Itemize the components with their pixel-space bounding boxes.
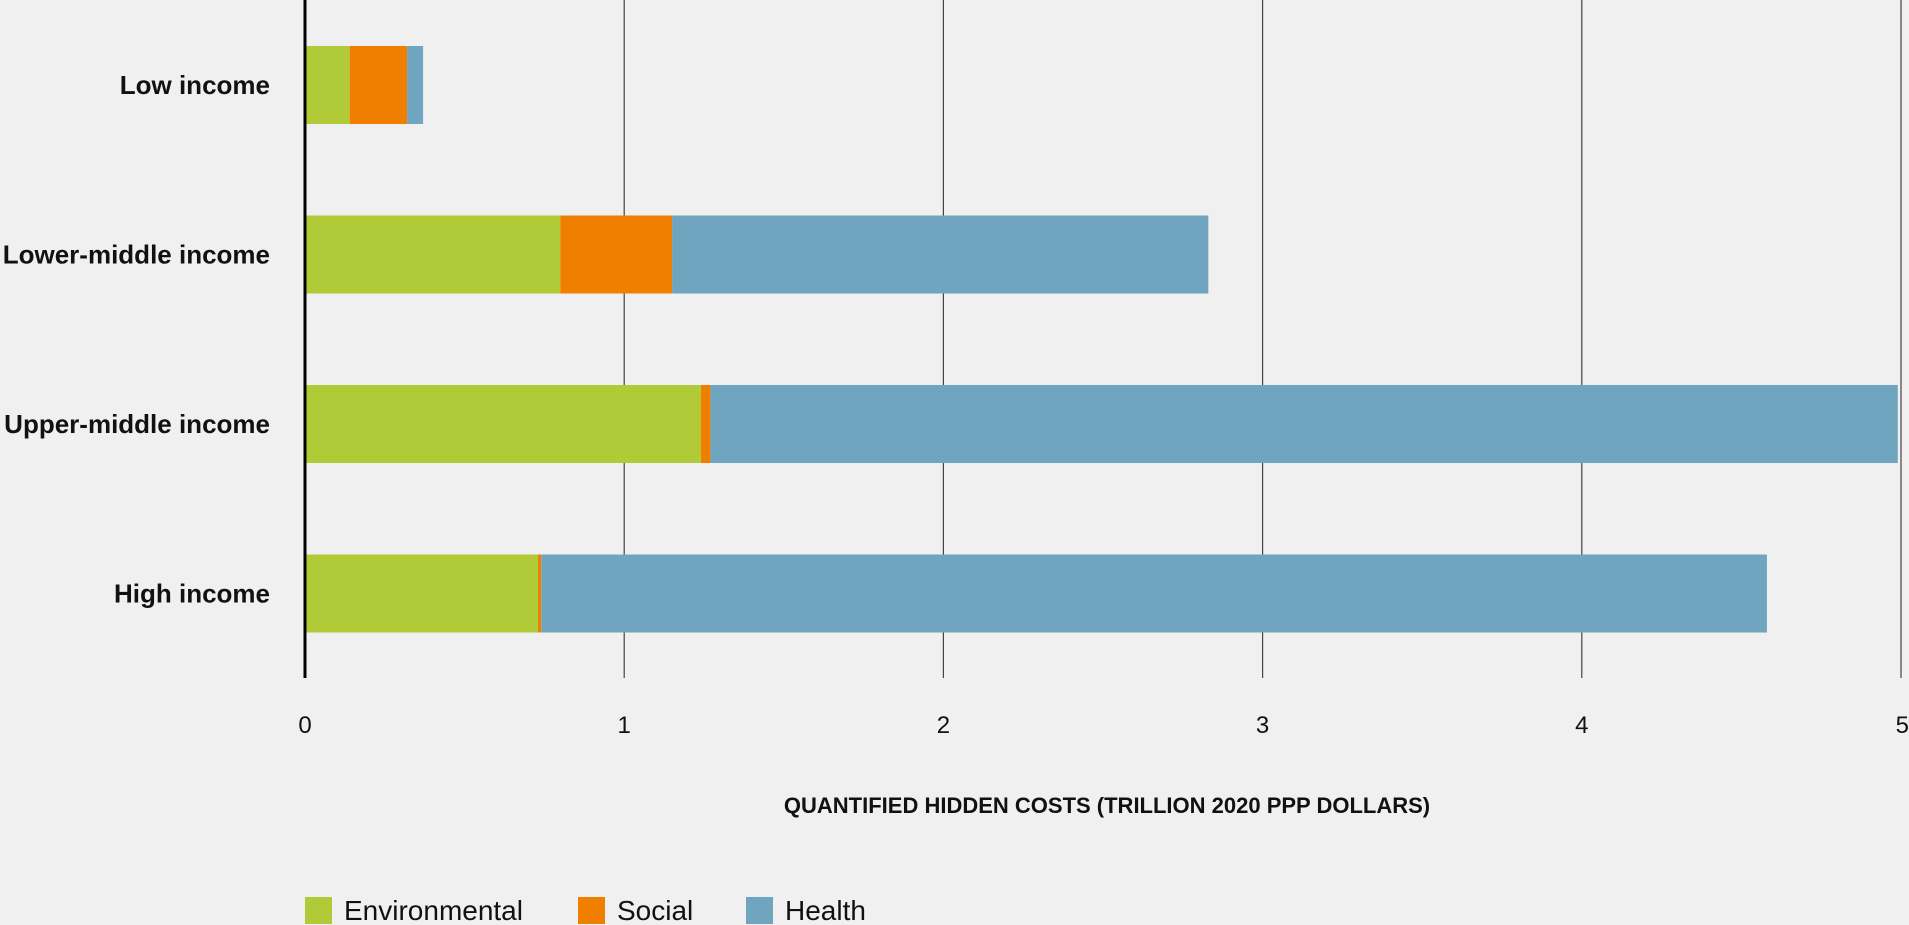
x-tick-label: 5 xyxy=(1896,712,1909,739)
x-tick-label: 2 xyxy=(937,712,950,739)
legend-label-environmental: Environmental xyxy=(344,895,523,925)
bar-social-1 xyxy=(560,215,673,294)
bars xyxy=(305,46,1898,633)
legend-label-social: Social xyxy=(617,895,693,925)
x-tick-label: 3 xyxy=(1256,712,1269,739)
bar-environmental-3 xyxy=(305,554,539,633)
legend: Environmental Social Health xyxy=(305,895,866,925)
bar-environmental-2 xyxy=(305,385,701,463)
bar-health-1 xyxy=(672,215,1209,294)
bar-health-3 xyxy=(541,554,1767,633)
x-tick-labels: 0 1 2 3 4 5 xyxy=(298,712,1909,739)
category-labels: Low income Lower-middle income Upper-middl… xyxy=(3,70,270,609)
legend-label-health: Health xyxy=(785,895,866,925)
category-label: Lower-middle income xyxy=(3,240,270,270)
category-label: Upper-middle income xyxy=(4,409,270,439)
x-tick-label: 4 xyxy=(1575,712,1588,739)
bar-health-0 xyxy=(407,46,424,124)
category-label: Low income xyxy=(120,70,270,100)
bar-social-3 xyxy=(538,554,542,633)
x-tick-label: 0 xyxy=(298,712,311,739)
x-tick-label: 1 xyxy=(618,712,631,739)
legend-swatch-social xyxy=(578,897,605,924)
bar-environmental-0 xyxy=(305,46,350,124)
category-label: High income xyxy=(114,579,270,609)
bar-environmental-1 xyxy=(305,215,561,294)
x-axis-title: QUANTIFIED HIDDEN COSTS (TRILLION 2020 P… xyxy=(784,793,1430,818)
legend-swatch-health xyxy=(746,897,773,924)
legend-swatch-environmental xyxy=(305,897,332,924)
bar-social-2 xyxy=(700,385,711,463)
bar-health-2 xyxy=(710,385,1898,463)
bar-social-0 xyxy=(349,46,408,124)
